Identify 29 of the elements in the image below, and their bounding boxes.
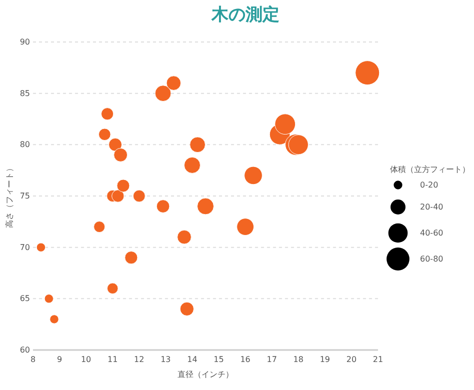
x-tick-label: 17	[266, 355, 277, 364]
x-tick-label: 13	[160, 355, 171, 364]
y-tick-label: 75	[20, 192, 30, 201]
x-tick-label: 16	[240, 355, 250, 364]
x-tick-label: 19	[320, 355, 330, 364]
y-tick-label: 85	[20, 88, 30, 98]
x-tick-label: 20	[346, 355, 357, 364]
legend-label: 40-60	[420, 228, 444, 238]
x-tick-label: 14	[187, 355, 198, 364]
legend-label: 20-40	[420, 202, 444, 212]
x-tick-label: 12	[134, 355, 144, 364]
chart-title: 木の測定	[210, 5, 280, 25]
y-axis-title: 高さ（フィート）	[5, 164, 14, 228]
x-tick-label: 18	[293, 355, 304, 364]
legend-label: 60-80	[420, 254, 444, 264]
x-tick-label: 15	[214, 355, 224, 364]
x-axis-title: 直径（インチ）	[178, 370, 234, 379]
legend-title: 体積（立方フィート）	[390, 165, 470, 174]
y-tick-label: 80	[20, 140, 30, 150]
x-tick-label: 9	[56, 355, 62, 364]
x-tick-label: 11	[108, 355, 118, 364]
x-tick-label: 21	[372, 355, 384, 364]
legend-label: 0-20	[420, 180, 438, 190]
y-tick-label: 65	[20, 294, 30, 304]
y-tick-label: 70	[20, 242, 30, 252]
y-tick-label: 90	[20, 38, 30, 47]
x-tick-label: 10	[80, 355, 92, 364]
y-tick-label: 60	[20, 346, 30, 355]
x-tick-label: 8	[30, 355, 36, 364]
